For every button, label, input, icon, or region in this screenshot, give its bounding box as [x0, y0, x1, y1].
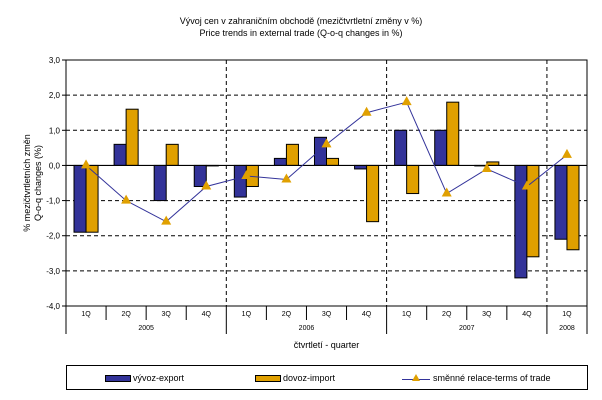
y-tick-label: 2,0 [49, 91, 61, 100]
legend-item-export: vývoz-export [105, 373, 184, 383]
quarter-label: 1Q [562, 311, 572, 318]
bar-import [366, 164, 380, 223]
bar-export [73, 164, 87, 233]
y-tick-label: -4,0 [46, 302, 60, 311]
quarter-label: 1Q [242, 311, 252, 318]
y-axis-label: % mezičtvrtletních změn Q-o-q changes (%) [22, 134, 43, 232]
bar-import [285, 143, 299, 166]
year-label: 2008 [559, 325, 575, 332]
plot-frame [65, 59, 588, 307]
bar-export [313, 136, 328, 166]
bar-import [125, 108, 139, 166]
terms-of-trade-marker [321, 138, 332, 148]
quarter-label: 4Q [362, 311, 372, 318]
bar-import [406, 164, 420, 195]
import-swatch [255, 374, 281, 382]
bar-export [153, 164, 167, 202]
terms-of-trade-marker [441, 187, 452, 197]
bar-import [446, 101, 460, 166]
chart-area: 3,0 2,0 1,0 0,0 -1,0 -2,0 -3,0 -4,0 1Q 2Q 3Q 4Q 1Q 2Q… [22, 56, 588, 350]
quarter-label: 1Q [402, 311, 412, 318]
quarter-label: 2Q [442, 311, 452, 318]
legend-item-import: dovoz-import [255, 373, 335, 383]
year-label: 2006 [299, 325, 315, 332]
quarter-label: 3Q [162, 311, 172, 318]
bar-import [566, 164, 580, 251]
terms-of-trade-marker [481, 162, 492, 172]
legend-item-terms-of-trade: směnné relace-terms of trade [402, 373, 551, 383]
y-tick-label: 0,0 [49, 161, 61, 170]
y-tick-label: -3,0 [46, 267, 60, 276]
terms-of-trade-marker [121, 194, 132, 204]
bar-export [193, 164, 207, 188]
terms-of-trade-marker [201, 180, 212, 190]
legend-label-import: dovoz-import [283, 373, 336, 383]
year-label: 2007 [459, 325, 475, 332]
bar-export [113, 143, 127, 166]
bar-export [233, 164, 247, 198]
legend-label-terms-of-trade: směnné relace-terms of trade [433, 373, 551, 383]
quarter-label: 2Q [282, 311, 292, 318]
quarter-label: 2Q [121, 311, 131, 318]
bar-export [554, 164, 568, 240]
y-tick-label: 3,0 [49, 56, 61, 65]
quarter-label: 1Q [81, 311, 91, 318]
y-tick-label: -2,0 [46, 232, 60, 241]
bar-import [326, 157, 340, 166]
terms-of-trade-marker [561, 148, 572, 158]
chart-title: Vývoj cen v zahraničním obchodě (mezičtv… [179, 16, 423, 26]
terms-of-trade-marker [401, 96, 412, 106]
x-axis-label: čtvrtletí - quarter [294, 340, 360, 350]
bar-export [434, 129, 448, 166]
quarter-label: 3Q [322, 311, 332, 318]
bar-import [165, 143, 179, 166]
y-tick-label: 1,0 [49, 126, 61, 135]
bar-export [273, 157, 287, 166]
terms-of-trade-marker [241, 169, 252, 179]
quarter-label: 4Q [202, 311, 212, 318]
legend: vývoz-export dovoz-import směnné relace-… [66, 365, 588, 390]
year-label: 2005 [138, 325, 154, 332]
export-swatch [105, 374, 131, 382]
terms-of-trade-marker [361, 106, 372, 116]
legend-label-export: vývoz-export [133, 373, 185, 383]
bar-import [85, 164, 99, 233]
bar-export [394, 129, 408, 166]
bar-import [526, 164, 540, 258]
terms-of-trade-marker [521, 180, 532, 190]
chart-subtitle: Price trends in external trade (Q-o-q ch… [199, 28, 403, 38]
terms-of-trade-marker [281, 173, 292, 183]
y-axis-label-line1: % mezičtvrtletních změn [22, 134, 32, 232]
y-tick-label: -1,0 [46, 197, 60, 206]
terms-of-trade-marker [81, 159, 92, 169]
terms-of-trade-marker [161, 215, 172, 225]
triangle-line-icon [402, 373, 430, 383]
quarter-label: 4Q [522, 311, 532, 318]
y-axis-label-line2: Q-o-q changes (%) [33, 145, 43, 221]
quarter-label: 3Q [482, 311, 492, 318]
